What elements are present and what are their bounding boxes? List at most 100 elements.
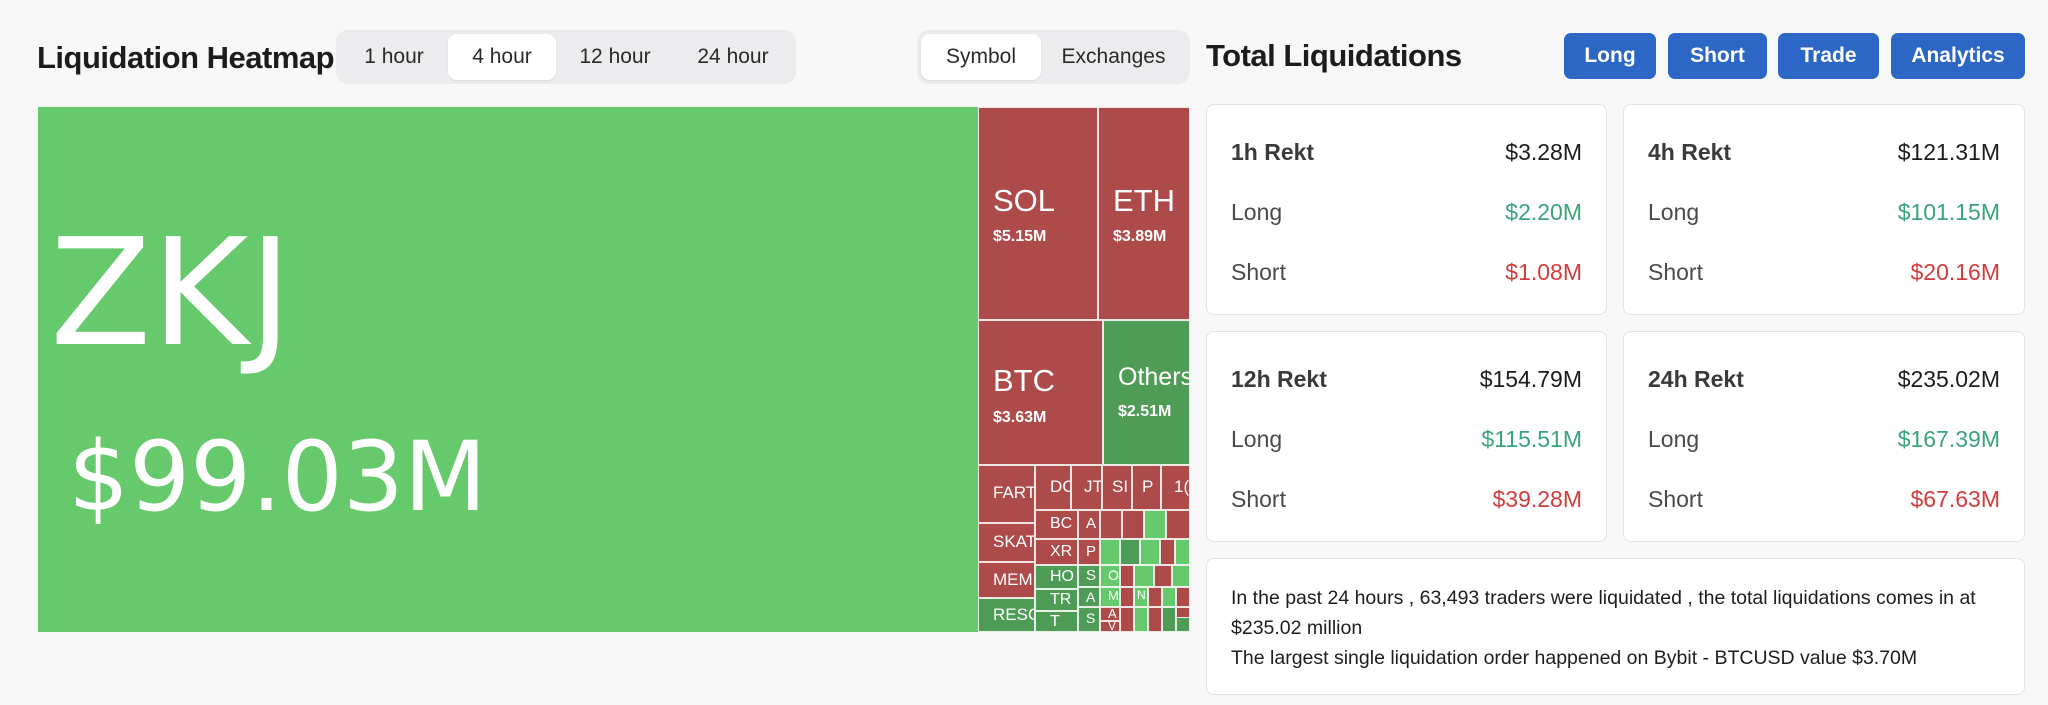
trade-button[interactable]: Trade [1778,33,1879,79]
tile-btc[interactable]: BTC $3.63M [978,320,1103,465]
short-value: $67.63M [1910,486,2000,512]
tile-small[interactable]: A [1078,587,1100,607]
long-value: $2.20M [1505,199,1582,225]
tile-small[interactable]: A [1100,607,1120,621]
tile-small[interactable] [1154,565,1172,587]
tab-4-hour[interactable]: 4 hour [448,34,556,80]
tile-small[interactable] [1144,510,1166,539]
tile-small[interactable] [1100,510,1122,539]
tile-small[interactable] [1134,565,1154,587]
tile-small[interactable]: P [1132,465,1161,510]
tile-fart[interactable]: FART [978,465,1035,523]
tile-meme[interactable]: MEME [978,562,1035,598]
tile-small[interactable] [1120,607,1134,632]
tile-small[interactable]: O [1100,565,1120,587]
tab-12-hour[interactable]: 12 hour [579,45,651,68]
tile-skat[interactable]: SKAT [978,523,1035,562]
tile-small[interactable] [1100,539,1120,565]
tile-symbol: RESO [993,605,1034,624]
tile-symbol: ZKJ [50,207,293,379]
tile-small[interactable] [1120,539,1140,565]
tab-symbol[interactable]: Symbol [921,34,1041,80]
tile-small[interactable] [1166,510,1190,539]
tile-symbol: XR [1050,543,1073,560]
short-button[interactable]: Short [1668,33,1767,79]
tile-small[interactable]: N [1134,587,1148,607]
tile-small[interactable] [1162,587,1176,607]
tile-symbol: SKAT [993,532,1035,551]
summary-line-2: The largest single liquidation order hap… [1231,647,1918,669]
tile-eth[interactable]: ETH $3.89M [1098,107,1190,320]
tile-symbol: DC [1050,477,1070,496]
tile-small[interactable] [1162,607,1176,632]
tile-sol[interactable]: SOL $5.15M [978,107,1098,320]
tile-small[interactable]: P [1078,539,1100,565]
short-label: Short [1231,259,1286,285]
short-value: $20.16M [1910,259,2000,285]
tile-small[interactable]: XR [1035,539,1078,565]
short-label: Short [1231,486,1286,512]
tile-value: $5.15M [993,228,1047,245]
tile-symbol: P [1086,543,1097,560]
tile-small[interactable]: TR [1035,589,1078,611]
tile-small[interactable]: BC [1035,510,1078,539]
tile-symbol: SI [1112,477,1129,496]
tile-small[interactable] [1140,539,1160,565]
rekt-label: 12h Rekt [1231,366,1327,392]
tile-small[interactable]: S [1078,607,1100,632]
rekt-label: 24h Rekt [1648,366,1744,392]
tile-symbol: FART [993,483,1035,502]
tab-exchanges[interactable]: Exchanges [1061,45,1166,68]
tile-small[interactable]: T [1035,611,1078,632]
tile-zkj[interactable]: ZKJ $99.03M [38,107,978,632]
summary-line-1: In the past 24 hours , 63,493 traders we… [1231,587,1976,639]
heatmap-title: Liquidation Heatmap [37,40,335,75]
tile-others[interactable]: Others $2.51M [1103,320,1190,465]
tile-symbol: MEME [993,570,1034,589]
liquidation-summary: In the past 24 hours , 63,493 traders we… [1206,558,2025,695]
group-by-tabs: Symbol Exchanges [917,30,1190,84]
tile-reso[interactable]: RESO [978,598,1035,632]
tile-small[interactable]: DC [1035,465,1071,510]
rekt-label: 4h Rekt [1648,139,1732,165]
tile-symbol: BTC [993,363,1055,398]
tile-small[interactable]: HO [1035,565,1078,589]
tile-small[interactable] [1122,510,1144,539]
long-button[interactable]: Long [1564,33,1656,79]
tile-small[interactable] [1134,607,1148,632]
tile-small[interactable] [1148,607,1162,632]
long-value: $115.51M [1481,426,1582,452]
long-label: Long [1231,426,1283,452]
tile-small[interactable]: SI [1102,465,1132,510]
tab-1-hour[interactable]: 1 hour [364,45,424,68]
tile-symbol: O [1108,567,1119,583]
tile-small[interactable] [1120,587,1134,607]
tile-small[interactable] [1160,539,1175,565]
tile-symbol: BC [1050,515,1073,532]
tile-small[interactable] [1148,587,1162,607]
rekt-card-4h: 4h Rekt $121.31M Long $101.15M Short $20.16… [1623,104,2025,315]
time-range-tabs: 1 hour 4 hour 12 hour 24 hour [336,30,796,84]
tile-small[interactable]: 1( [1161,465,1190,510]
tile-small[interactable] [1175,539,1190,565]
short-value: $39.28M [1492,486,1582,512]
rekt-card-24h: 24h Rekt $235.02M Long $167.39M Short $67.6… [1623,331,2025,542]
tile-small[interactable]: V [1100,621,1120,632]
tile-small[interactable] [1176,587,1190,607]
tile-small[interactable]: M [1100,587,1120,607]
tile-small[interactable]: JT [1071,465,1102,510]
tile-small[interactable] [1120,565,1134,587]
tile-small[interactable] [1176,617,1190,632]
tab-24-hour[interactable]: 24 hour [697,45,769,68]
tile-symbol: A [1086,589,1096,605]
tile-small[interactable]: S [1078,565,1100,587]
tile-small[interactable] [1172,565,1190,587]
long-label: Long [1231,199,1283,225]
tile-symbol: ETH [1113,183,1175,218]
tile-symbol: A [1108,607,1117,621]
analytics-button[interactable]: Analytics [1891,33,2025,79]
tile-value: $99.03M [68,421,487,533]
rekt-total: $154.79M [1479,366,1582,392]
tile-small[interactable]: A [1078,510,1100,539]
rekt-total: $3.28M [1505,139,1582,165]
